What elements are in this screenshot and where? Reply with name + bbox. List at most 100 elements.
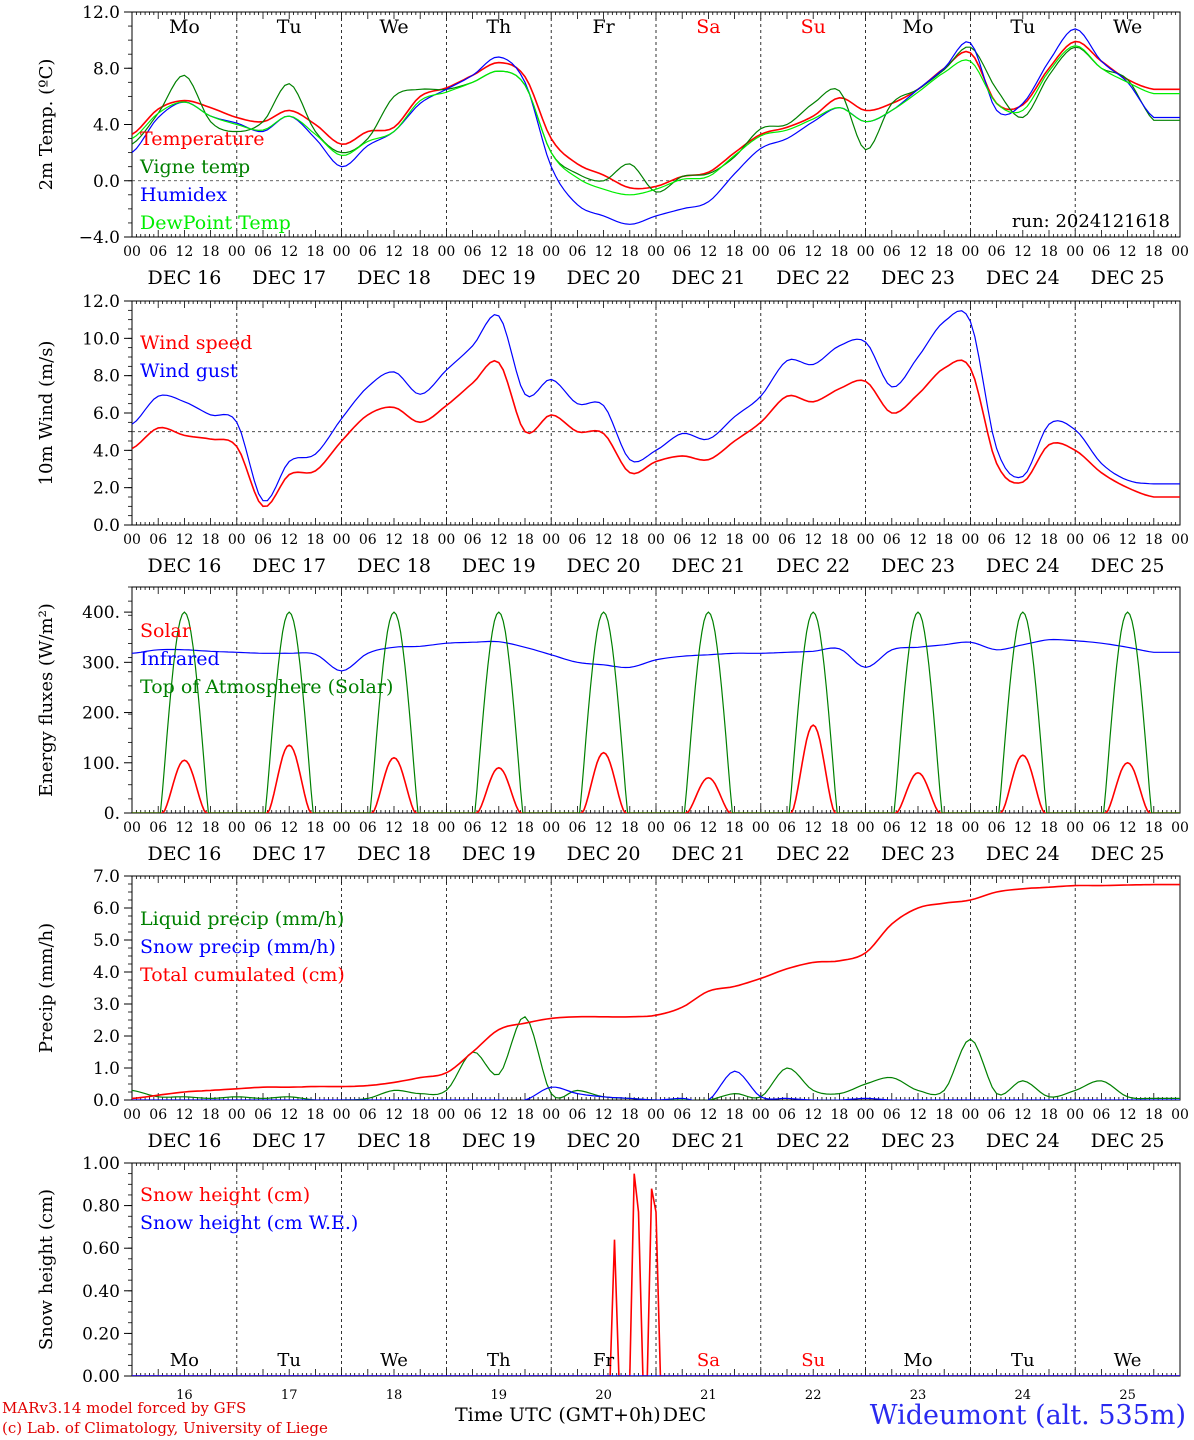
x-hour-label: 12	[490, 244, 508, 260]
x-date-label: DEC 20	[567, 267, 641, 289]
x-hour-label: 18	[1040, 1107, 1058, 1123]
x-hour-label: 12	[699, 820, 717, 836]
x-date-label: DEC 21	[671, 1130, 745, 1152]
series-vigne-temp	[132, 46, 1180, 193]
day-number-label: 16	[176, 1388, 193, 1403]
x-hour-label: 12	[490, 532, 508, 548]
x-hour-label: 06	[359, 1107, 377, 1123]
x-hour-label: 06	[778, 1107, 796, 1123]
run-label: run: 2024121618	[1012, 211, 1170, 232]
day-number-label: 21	[700, 1388, 717, 1403]
y-axis-label: Energy fluxes (W/m²)	[36, 603, 57, 797]
y-tick-label: 6.0	[93, 899, 120, 919]
x-hour-label: 00	[961, 820, 979, 836]
station-name: Wideumont (alt. 535m)	[869, 1400, 1186, 1431]
y-tick-label: 8.0	[93, 367, 120, 387]
y-tick-label: 2.0	[93, 479, 120, 499]
x-hour-label: 06	[464, 1107, 482, 1123]
y-tick-label: 7.0	[93, 867, 120, 887]
x-date-label: DEC 17	[252, 843, 326, 865]
x-hour-label: 06	[883, 1107, 901, 1123]
weekday-label: Tu	[277, 16, 302, 38]
x-hour-label: 18	[726, 820, 744, 836]
x-hour-label: 18	[1145, 244, 1163, 260]
x-date-label: DEC 16	[147, 1130, 221, 1152]
weekday-label: We	[1113, 16, 1142, 38]
x-hour-label: 06	[883, 244, 901, 260]
x-hour-label: 00	[333, 244, 351, 260]
x-hour-label: 12	[1014, 1107, 1032, 1123]
weekday-label: Fr	[593, 1350, 614, 1371]
x-hour-label: 18	[1040, 532, 1058, 548]
x-date-label: DEC 16	[147, 843, 221, 865]
x-date-label: DEC 19	[462, 555, 536, 577]
x-hour-label: 18	[1040, 820, 1058, 836]
x-hour-label: 12	[1014, 820, 1032, 836]
series-group	[132, 883, 1180, 1100]
weekday-label: Tu	[1011, 1350, 1035, 1371]
x-hour-label: 12	[804, 820, 822, 836]
y-tick-label: 8.0	[93, 59, 120, 79]
x-date-label: DEC 25	[1091, 555, 1165, 577]
x-hour-label: 18	[306, 244, 324, 260]
x-hour-label: 18	[935, 532, 953, 548]
x-date-label: DEC 17	[252, 1130, 326, 1152]
y-tick-label: 4.0	[93, 963, 120, 983]
x-hour-label: 06	[1092, 820, 1110, 836]
x-date-label: DEC 20	[567, 555, 641, 577]
x-hour-label: 18	[306, 532, 324, 548]
x-axis-title-text: Time UTC (GMT+0h)	[455, 1404, 661, 1426]
x-axis-title: Time UTC (GMT+0h) DEC	[455, 1404, 706, 1426]
y-axis-label: 10m Wind (m/s)	[36, 341, 57, 486]
day-number-label: 24	[1015, 1388, 1032, 1403]
series-temperature	[132, 40, 1180, 190]
x-date-label: DEC 21	[671, 267, 745, 289]
x-hour-label: 18	[726, 244, 744, 260]
x-hour-label: 00	[647, 532, 665, 548]
x-hour-label: 06	[359, 820, 377, 836]
y-tick-label: 0.60	[82, 1239, 120, 1259]
day-number-label: 22	[805, 1388, 822, 1403]
x-date-label: DEC 22	[776, 267, 850, 289]
series-group	[132, 28, 1180, 225]
x-date-label: DEC 23	[881, 1130, 955, 1152]
model-credit: MARv3.14 model forced by GFS	[2, 1399, 247, 1417]
x-hour-label: 00	[1171, 1107, 1189, 1123]
x-hour-label: 00	[857, 1107, 875, 1123]
x-date-label: DEC 17	[252, 267, 326, 289]
x-hour-label: 12	[699, 244, 717, 260]
x-hour-label: 00	[542, 244, 560, 260]
y-tick-label: 4.0	[93, 441, 120, 461]
x-hour-label: 00	[123, 532, 141, 548]
plot-frame	[131, 300, 1181, 526]
day-number-label: 20	[595, 1388, 612, 1403]
x-hour-label: 18	[621, 820, 639, 836]
x-date-label: DEC 18	[357, 1130, 431, 1152]
weekday-label: Sa	[697, 1350, 720, 1371]
x-hour-label: 18	[621, 532, 639, 548]
x-hour-label: 06	[464, 820, 482, 836]
x-date-label: DEC 25	[1091, 267, 1165, 289]
x-hour-label: 18	[1145, 532, 1163, 548]
y-tick-label: 6.0	[93, 404, 120, 424]
x-hour-label: 06	[254, 532, 272, 548]
x-hour-label: 00	[961, 244, 979, 260]
weekday-label: Fr	[592, 16, 615, 38]
x-hour-label: 12	[280, 820, 298, 836]
x-hour-label: 06	[359, 244, 377, 260]
x-hour-label: 06	[1092, 244, 1110, 260]
x-hour-label: 00	[961, 1107, 979, 1123]
series-wind-gust	[132, 310, 1180, 502]
x-hour-label: 12	[804, 244, 822, 260]
x-date-label: DEC 22	[776, 1130, 850, 1152]
y-tick-label: 2.0	[93, 1027, 120, 1047]
legend-entry: Temperature	[140, 128, 264, 150]
weekday-label: Tu	[1010, 16, 1035, 38]
x-hour-label: 06	[568, 532, 586, 548]
panel-wind: 0.0 2.0 4.0 6.0 8.0 10.0 12.0 10m Wind (m/s) 00 0…	[36, 292, 1189, 577]
y-tick-label: 5.0	[93, 931, 120, 951]
day-number-label: 25	[1119, 1388, 1136, 1403]
x-date-label: DEC 16	[147, 555, 221, 577]
plot-frame	[131, 11, 1181, 238]
x-hour-label: 12	[595, 244, 613, 260]
